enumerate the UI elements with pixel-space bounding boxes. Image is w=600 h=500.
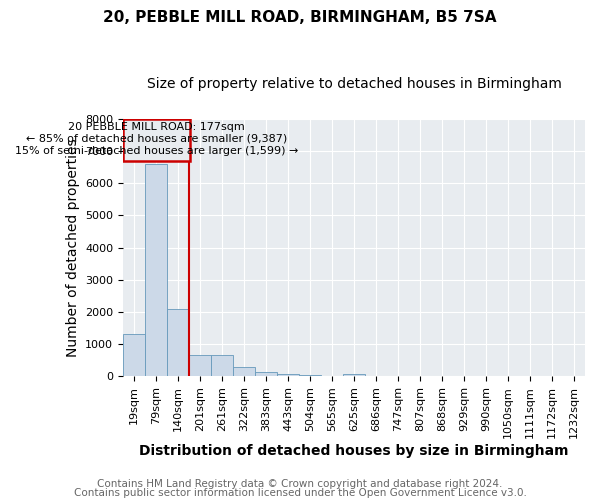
Bar bbox=[123, 334, 145, 376]
X-axis label: Distribution of detached houses by size in Birmingham: Distribution of detached houses by size … bbox=[139, 444, 569, 458]
Text: Contains public sector information licensed under the Open Government Licence v3: Contains public sector information licen… bbox=[74, 488, 526, 498]
Bar bbox=[145, 164, 167, 376]
Bar bbox=[123, 119, 190, 162]
Bar bbox=[343, 374, 365, 376]
Bar bbox=[167, 310, 189, 376]
Text: ← 85% of detached houses are smaller (9,387): ← 85% of detached houses are smaller (9,… bbox=[26, 134, 287, 144]
Bar bbox=[211, 356, 233, 376]
Bar bbox=[255, 372, 277, 376]
Text: 20 PEBBLE MILL ROAD: 177sqm: 20 PEBBLE MILL ROAD: 177sqm bbox=[68, 122, 245, 132]
Bar bbox=[233, 366, 255, 376]
Bar bbox=[277, 374, 299, 376]
Y-axis label: Number of detached properties: Number of detached properties bbox=[65, 138, 80, 357]
Bar bbox=[299, 375, 321, 376]
Text: 20, PEBBLE MILL ROAD, BIRMINGHAM, B5 7SA: 20, PEBBLE MILL ROAD, BIRMINGHAM, B5 7SA bbox=[103, 10, 497, 25]
Text: 15% of semi-detached houses are larger (1,599) →: 15% of semi-detached houses are larger (… bbox=[15, 146, 298, 156]
Bar bbox=[189, 356, 211, 376]
Text: Contains HM Land Registry data © Crown copyright and database right 2024.: Contains HM Land Registry data © Crown c… bbox=[97, 479, 503, 489]
Title: Size of property relative to detached houses in Birmingham: Size of property relative to detached ho… bbox=[146, 78, 562, 92]
